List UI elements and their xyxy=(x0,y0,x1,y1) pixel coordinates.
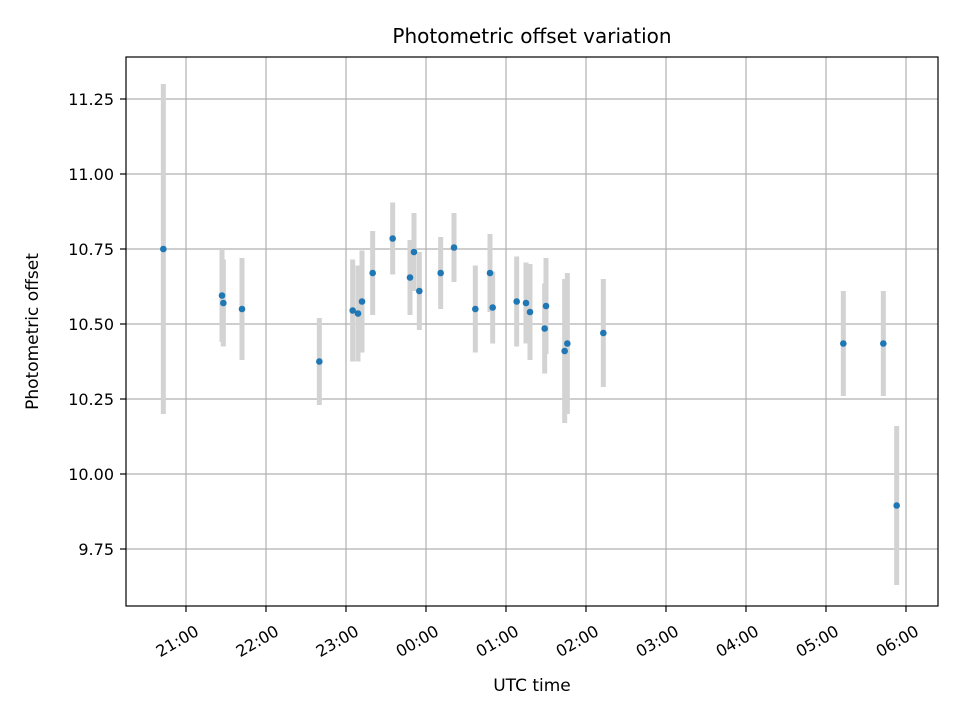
y-tick-label: 10.00 xyxy=(68,465,114,484)
y-axis-title: Photometric offset xyxy=(23,253,43,410)
data-point xyxy=(160,245,167,253)
data-point xyxy=(600,329,607,337)
plot-area-frame xyxy=(125,56,939,607)
data-point xyxy=(880,340,887,347)
data-point xyxy=(220,299,227,307)
data-point xyxy=(354,310,362,317)
y-axis-ticks: 9.75 10.00 10.25 10.50 10.75 11.00 11.25 xyxy=(68,90,126,559)
data-point xyxy=(358,298,366,305)
data-point xyxy=(406,274,414,281)
y-tick-label: 10.75 xyxy=(68,240,114,259)
data-points xyxy=(160,235,900,509)
data-point xyxy=(416,287,423,295)
y-tick-label: 10.25 xyxy=(68,390,114,409)
data-point xyxy=(486,269,494,277)
data-point xyxy=(526,308,534,316)
data-point xyxy=(437,269,444,277)
data-point xyxy=(522,299,530,307)
data-point xyxy=(561,347,568,355)
data-point xyxy=(450,244,458,251)
data-point xyxy=(840,340,847,347)
x-axis-title: UTC time xyxy=(493,676,571,696)
data-point xyxy=(389,235,396,242)
data-point xyxy=(489,304,496,311)
data-point xyxy=(369,269,376,277)
y-tick-label: 10.50 xyxy=(68,315,114,334)
data-point xyxy=(316,358,323,365)
data-point xyxy=(513,298,520,305)
data-point xyxy=(410,248,418,256)
data-point xyxy=(564,340,571,347)
data-point xyxy=(893,502,900,509)
data-point xyxy=(472,305,479,313)
y-tick-label: 9.75 xyxy=(78,540,114,559)
y-tick-label: 11.00 xyxy=(68,165,114,184)
data-point xyxy=(541,325,548,332)
data-point xyxy=(349,307,356,314)
chart-title: Photometric offset variation xyxy=(392,24,671,48)
data-point xyxy=(238,305,246,313)
y-tick-label: 11.25 xyxy=(68,90,114,109)
data-point xyxy=(542,302,550,310)
data-point xyxy=(218,292,226,299)
